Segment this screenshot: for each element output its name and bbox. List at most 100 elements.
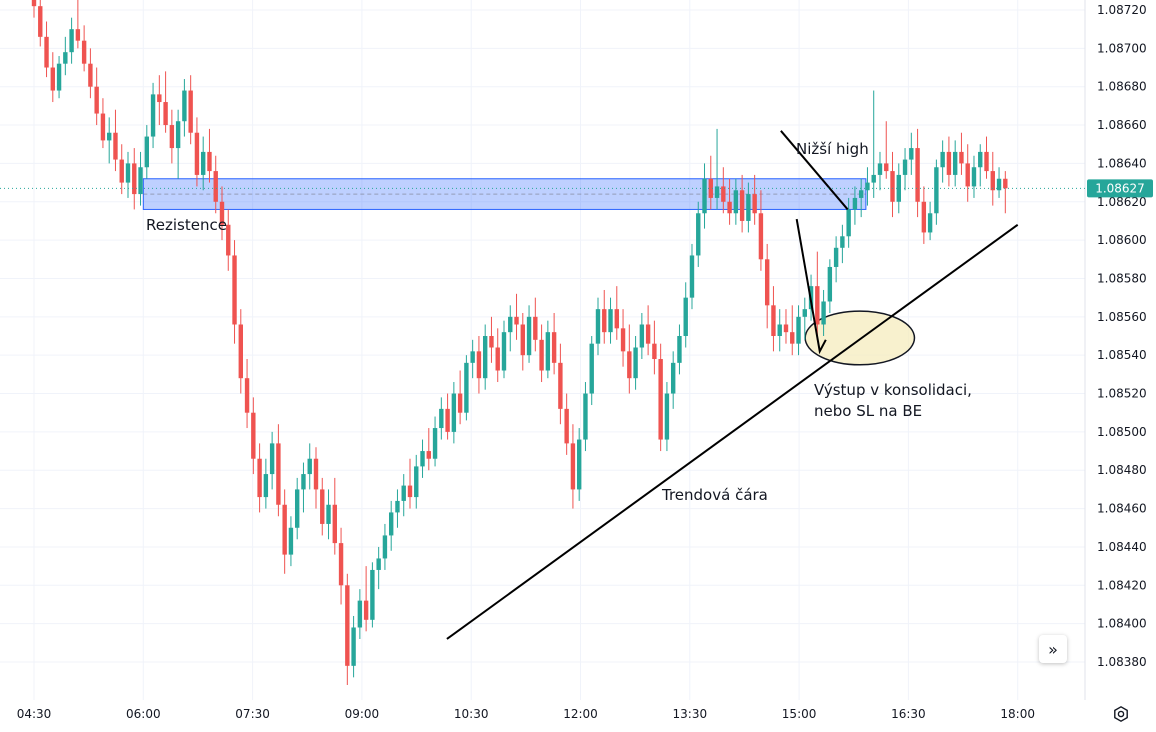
candle-body [100, 113, 106, 141]
candle-down [984, 136, 989, 179]
candle-body [175, 121, 181, 149]
candle-body [301, 474, 306, 490]
candle-up [896, 163, 901, 214]
candle-down [890, 151, 895, 218]
candle-up [677, 324, 682, 375]
candle-up [301, 462, 306, 513]
candle-up [909, 132, 914, 175]
candle-body [219, 201, 225, 225]
candle-body [88, 63, 93, 87]
candle-up [696, 201, 701, 267]
candle-body [714, 186, 720, 198]
candle-body [608, 309, 613, 333]
candle-body [614, 309, 619, 329]
candle-up [608, 297, 613, 344]
candle-up [288, 516, 294, 567]
price-tick-label: 1.08460 [1097, 502, 1147, 516]
candle-body [890, 171, 895, 202]
candle-up [595, 297, 601, 356]
candle-up [150, 82, 156, 149]
candle-up [326, 489, 331, 540]
candle-body [232, 255, 237, 325]
candle-down [1003, 171, 1008, 214]
candle-up [63, 36, 68, 76]
candle-body [971, 167, 977, 187]
annotation-labels: Rezistence Nižší high Trendová čára Výst… [146, 140, 972, 504]
candle-body [194, 132, 200, 175]
candle-body [551, 332, 557, 363]
candle-body [238, 324, 243, 379]
candle-body [263, 474, 269, 498]
candle-body [508, 316, 513, 333]
candle-down [332, 477, 337, 555]
candle-down [564, 393, 569, 455]
candle-body [633, 347, 638, 379]
candle-down [257, 443, 262, 513]
time-tick-label: 16:30 [891, 707, 926, 721]
candle-body [370, 569, 375, 620]
candle-body [476, 351, 482, 379]
candle-down [627, 324, 632, 394]
candle-body [357, 600, 363, 628]
candle-body [363, 600, 369, 620]
candle-down [363, 566, 369, 632]
candle-body [501, 332, 507, 371]
gear-icon [1114, 706, 1128, 722]
candle-down [758, 190, 764, 271]
scroll-to-realtime-button[interactable]: » [1039, 635, 1067, 663]
candle-body [382, 535, 388, 559]
candle-up [576, 428, 582, 501]
candle-body [733, 190, 739, 214]
candle-body [846, 209, 851, 237]
candle-body [815, 286, 820, 325]
time-tick-label: 07:30 [235, 707, 270, 721]
candle-down [226, 209, 231, 271]
candle-body [269, 443, 275, 475]
candle-up [746, 182, 751, 233]
candle-down [50, 52, 55, 103]
candle-up [639, 312, 645, 360]
candle-down [965, 144, 970, 202]
candle-down [31, 0, 37, 18]
price-tick-label: 1.08480 [1097, 463, 1147, 477]
chart-settings-button[interactable] [1110, 703, 1132, 725]
candle-body [777, 324, 782, 336]
candle-up [432, 416, 438, 467]
candle-up [464, 355, 469, 421]
entry-arrow [795, 218, 827, 355]
candle-down [94, 67, 99, 126]
candle-down [338, 527, 344, 605]
candle-body [276, 443, 281, 505]
candle-up [583, 382, 588, 452]
candle-body [783, 324, 789, 333]
candle-down [244, 359, 250, 429]
candle-up [670, 351, 676, 409]
candle-down [44, 21, 49, 78]
candle-up [382, 523, 388, 570]
price-tick-label: 1.08520 [1097, 387, 1147, 401]
candle-up [56, 56, 62, 99]
candle-down [884, 121, 889, 179]
candle-body [940, 151, 945, 168]
candle-body [802, 309, 807, 317]
price-tick-label: 1.08540 [1097, 348, 1147, 362]
candle-body [244, 378, 250, 413]
price-axis: 1.08720 1.08700 1.08680 1.08660 1.08640 1.086… [1084, 0, 1147, 700]
candle-down [345, 573, 350, 686]
candle-up [545, 320, 551, 379]
candle-up [482, 324, 488, 390]
candle-up [796, 305, 801, 356]
candle-down [188, 75, 193, 145]
candle-body [50, 67, 55, 91]
candle-body [827, 266, 833, 302]
candle-down [476, 336, 482, 394]
candle-up [940, 140, 945, 183]
candle-down [157, 75, 162, 126]
candle-body [345, 585, 350, 666]
candle-down [282, 489, 287, 574]
candle-body [965, 163, 970, 187]
candle-body [915, 148, 920, 202]
candle-body [288, 527, 294, 555]
